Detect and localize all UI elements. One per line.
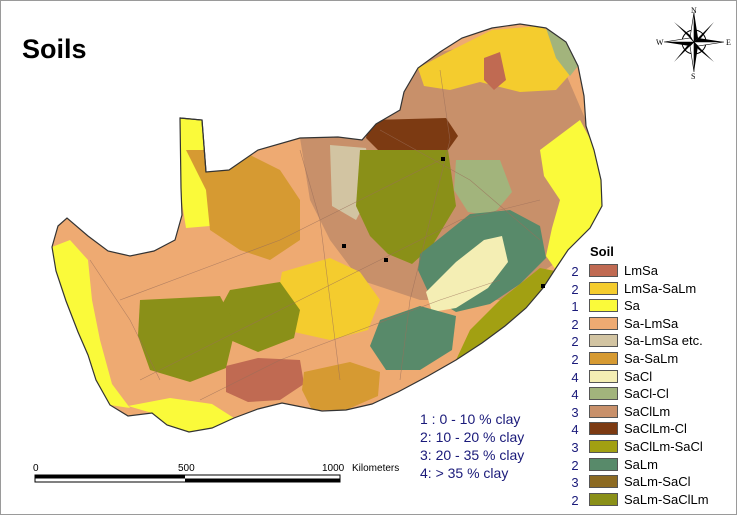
legend-item: 2 SaLm-SaClLm: [568, 491, 736, 509]
legend-label: Sa-LmSa etc.: [624, 333, 703, 349]
clay-key-line: 1 : 0 - 10 % clay: [420, 411, 521, 427]
legend-clay-code: 2: [571, 351, 579, 367]
legend-clay-code: 2: [571, 281, 579, 297]
zone-sacl-cl-east: [454, 160, 512, 216]
compass-rose-icon: N S E W: [656, 6, 731, 80]
legend-label: SaLm-SaClLm: [624, 491, 709, 507]
zone-sacl-cl-north: [546, 28, 578, 76]
legend-title: Soil: [590, 244, 614, 259]
legend-swatch: [589, 475, 618, 489]
legend-clay-code: 1: [571, 299, 579, 315]
legend-item: 2 Sa-LmSa etc.: [568, 332, 736, 350]
legend-swatch: [589, 334, 618, 348]
legend-clay-code: 2: [571, 334, 579, 350]
zone-salm-saclm-west: [138, 296, 236, 382]
legend-clay-code: 2: [571, 457, 579, 473]
legend-item: 2 LmSa-SaLm: [568, 280, 736, 298]
compass-n: N: [691, 6, 697, 15]
zone-sa-east-coast: [540, 120, 602, 270]
legend-swatch: [589, 422, 618, 436]
zone-saclm-cl: [366, 118, 458, 150]
zone-saclm-sacl-coast: [456, 268, 560, 360]
legend-swatch: [589, 387, 618, 401]
compass-e: E: [726, 38, 731, 47]
soil-zones: [52, 24, 602, 432]
legend-clay-code: 3: [571, 404, 579, 420]
legend-swatch: [589, 492, 618, 506]
legend-label: SaClLm-Cl: [624, 421, 687, 437]
legend-label: SaCl-Cl: [624, 386, 669, 402]
zone-lmsa-north: [484, 52, 506, 90]
legend-swatch: [589, 281, 618, 295]
legend-swatch: [589, 264, 618, 277]
legend: 2 LmSa 2 LmSa-SaLm 1 Sa 2 Sa-LmSa 2 Sa-LmSa e…: [568, 262, 736, 508]
legend-label: SaLm-SaCl: [624, 474, 691, 490]
legend-label: SaLm: [624, 456, 658, 472]
scale-tick-1000: 1000: [322, 463, 345, 474]
border-line: [179, 117, 207, 173]
legend-clay-code: 4: [571, 422, 579, 438]
legend-label: LmSa: [624, 263, 658, 278]
legend-swatch: [589, 439, 618, 453]
zone-sa-salm-north: [186, 150, 300, 260]
legend-clay-code: 2: [571, 264, 579, 279]
scale-unit-label: Kilometers: [352, 463, 399, 474]
legend-swatch: [589, 351, 618, 365]
legend-label: Sa-LmSa: [624, 315, 679, 331]
legend-clay-code: 4: [571, 387, 579, 403]
scale-tick-0: 0: [33, 463, 39, 474]
legend-label: LmSa-SaLm: [624, 280, 697, 296]
legend-item: 2 LmSa: [568, 262, 736, 280]
zone-lmsa: [226, 358, 304, 402]
zone-salm-saclm-central: [356, 150, 456, 264]
roads: [89, 69, 541, 401]
legend-clay-code: 3: [571, 475, 579, 491]
legend-item: 2 Sa-LmSa: [568, 315, 736, 333]
legend-swatch: [589, 316, 618, 330]
compass-w: W: [656, 38, 664, 47]
clay-key-line: 2: 10 - 20 % clay: [420, 429, 525, 445]
legend-label: SaCl: [624, 368, 653, 384]
legend-item: 4 SaClLm-Cl: [568, 420, 736, 438]
map-title: Soils: [22, 34, 87, 64]
legend-swatch: [589, 299, 618, 313]
legend-swatch: [589, 404, 618, 418]
legend-label: SaClLm: [624, 403, 671, 419]
scale-tick-500: 500: [178, 463, 195, 474]
legend-label: Sa: [624, 298, 640, 314]
legend-clay-code: 2: [571, 492, 579, 508]
legend-item: 1 Sa: [568, 297, 736, 315]
legend-clay-code: 4: [571, 369, 579, 385]
legend-item: 4 SaCl: [568, 368, 736, 386]
zone-salm-saclm-south: [218, 282, 300, 352]
clay-key-line: 4: > 35 % clay: [420, 465, 509, 481]
legend-item: 2 Sa-SaLm: [568, 350, 736, 368]
legend-item: 3 SaClLm: [568, 403, 736, 421]
zone-lmsa-salm-central: [276, 258, 380, 340]
legend-swatch: [589, 457, 618, 471]
legend-item: 2 SaLm: [568, 456, 736, 474]
legend-item: 3 SaLm-SaCl: [568, 473, 736, 491]
legend-clay-code: 2: [571, 316, 579, 332]
scale-bar: 0 500 1000 Kilometers: [33, 463, 399, 483]
zone-salm-south: [370, 306, 456, 370]
legend-clay-code: 3: [571, 439, 579, 455]
zone-sa-salm-south: [302, 362, 380, 410]
clay-percentage-key: 1 : 0 - 10 % clay 2: 10 - 20 % clay 3: 2…: [420, 410, 524, 482]
legend-item: 4 SaCl-Cl: [568, 385, 736, 403]
compass-s: S: [691, 72, 695, 80]
legend-label: Sa-SaLm: [624, 350, 679, 366]
legend-item: 3 SaClLm-SaCl: [568, 438, 736, 456]
zone-sacl: [426, 236, 508, 312]
zone-sa-south-coast: [128, 398, 234, 432]
zone-sa-west-coast: [52, 240, 130, 408]
clay-key-line: 3: 20 - 35 % clay: [420, 447, 525, 463]
town-markers: [342, 157, 545, 288]
legend-label: SaClLm-SaCl: [624, 438, 703, 454]
legend-swatch: [589, 369, 618, 383]
